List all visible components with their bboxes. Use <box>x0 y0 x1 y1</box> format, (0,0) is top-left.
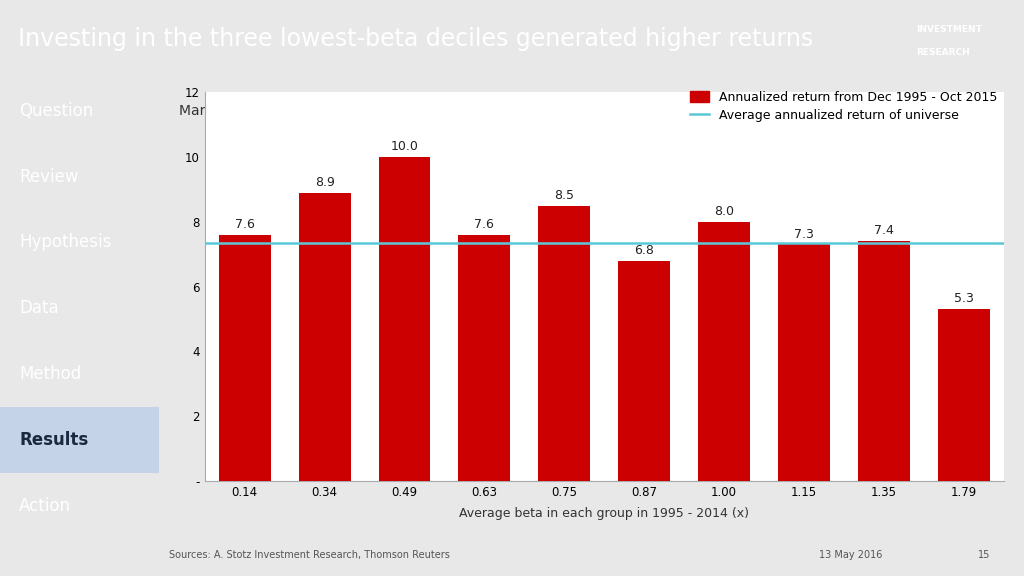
Text: 10.0: 10.0 <box>390 140 419 153</box>
Text: 8.5: 8.5 <box>554 189 574 202</box>
Bar <box>539 206 590 481</box>
Text: Investing in the three lowest-beta deciles generated higher returns: Investing in the three lowest-beta decil… <box>18 27 814 51</box>
Bar <box>459 235 510 481</box>
Text: 7.6: 7.6 <box>234 218 255 231</box>
X-axis label: Average beta in each group in 1995 - 2014 (x): Average beta in each group in 1995 - 201… <box>459 507 750 520</box>
Bar <box>858 241 909 481</box>
Text: 7.4: 7.4 <box>873 224 894 237</box>
Text: Hypothesis: Hypothesis <box>19 233 112 251</box>
Text: 13 May 2016: 13 May 2016 <box>819 551 883 560</box>
Bar <box>0 407 159 473</box>
Bar <box>299 192 350 481</box>
Bar <box>938 309 989 481</box>
Bar <box>379 157 430 481</box>
Text: 7.6: 7.6 <box>474 218 495 231</box>
Text: Method: Method <box>19 365 81 383</box>
Text: Results: Results <box>19 431 88 449</box>
Text: INVESTMENT: INVESTMENT <box>916 25 982 34</box>
Text: Question: Question <box>19 102 93 120</box>
Text: Review: Review <box>19 168 79 185</box>
Text: Action: Action <box>19 497 71 514</box>
Text: 15: 15 <box>978 551 990 560</box>
Bar <box>618 260 670 481</box>
Text: Sources: A. Stotz Investment Research, Thomson Reuters: Sources: A. Stotz Investment Research, T… <box>169 551 450 560</box>
Text: RESEARCH: RESEARCH <box>916 48 970 58</box>
Text: Data: Data <box>19 299 58 317</box>
Text: Market capitalization-weighted return (%, p.a.): Market capitalization-weighted return (%… <box>179 104 505 118</box>
Text: 7.3: 7.3 <box>794 228 814 241</box>
Text: 6.8: 6.8 <box>634 244 654 257</box>
Bar <box>778 244 829 481</box>
Legend: Annualized return from Dec 1995 - Oct 2015, Average annualized return of univers: Annualized return from Dec 1995 - Oct 20… <box>690 90 997 122</box>
Text: 5.3: 5.3 <box>953 293 974 305</box>
Bar <box>219 235 270 481</box>
Bar <box>698 222 750 481</box>
Text: 8.0: 8.0 <box>714 205 734 218</box>
Text: 8.9: 8.9 <box>314 176 335 189</box>
